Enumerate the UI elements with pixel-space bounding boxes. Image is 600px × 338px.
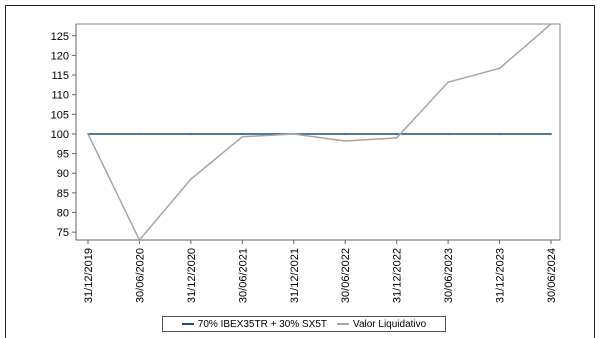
data-point-0-3 [241, 133, 244, 135]
series-line-1 [87, 23, 552, 242]
data-point-1-8 [498, 67, 501, 70]
data-point-1-7 [447, 81, 449, 83]
data-point-0-7 [447, 133, 449, 135]
legend-swatch-fund [337, 323, 350, 325]
data-point-1-2 [190, 178, 192, 180]
data-point-0-5 [344, 133, 347, 135]
data-point-1-1 [138, 239, 141, 241]
data-point-1-4 [292, 133, 295, 135]
x-tick-label-3: 30/06/2021 [237, 248, 249, 303]
x-tick-label-4: 31/12/2021 [289, 248, 301, 303]
legend-item-benchmark: 70% IBEX35TR + 30% SX5T [181, 318, 328, 330]
y-tick-label-125: 125 [51, 31, 69, 43]
data-point-0-1 [138, 133, 141, 135]
chart-frame [5, 5, 595, 338]
y-tick-label-105: 105 [51, 109, 69, 121]
y-tick-label-115: 115 [51, 70, 69, 82]
x-tick-label-5: 30/06/2022 [340, 248, 352, 303]
data-point-1-9 [550, 23, 552, 25]
data-point-1-5 [344, 140, 347, 142]
legend-label-fund: Valor Liquidativo [353, 318, 427, 330]
legend-label-benchmark: 70% IBEX35TR + 30% SX5T [197, 318, 328, 330]
legend-item-fund: Valor Liquidativo [337, 319, 426, 330]
y-tick-label-100: 100 [51, 129, 69, 141]
x-tick-label-6: 31/12/2022 [392, 248, 404, 303]
y-tick-label-90: 90 [57, 168, 69, 180]
legend: 70% IBEX35TR + 30% SX5T Valor Liquidativ… [162, 316, 446, 332]
legend-swatch-benchmark [181, 323, 194, 325]
x-tick-label-7: 30/06/2023 [443, 248, 455, 303]
data-point-1-0 [87, 133, 89, 135]
series-layer [87, 23, 552, 242]
y-axis: 75 80 85 90 95 100 105 110 115 120 125 [51, 24, 77, 240]
y-tick-label-80: 80 [57, 208, 69, 220]
x-axis: 31/12/2019 30/06/2020 31/12/2020 30/06/2021… [76, 239, 560, 303]
data-point-0-2 [190, 133, 192, 135]
plot-area [75, 23, 561, 241]
data-point-0-9 [550, 133, 552, 135]
x-tick-label-9: 30/06/2024 [546, 248, 558, 303]
x-tick-label-1: 30/06/2020 [134, 248, 146, 303]
data-point-0-6 [395, 133, 398, 135]
x-tick-label-0: 31/12/2019 [83, 248, 95, 303]
data-point-0-8 [498, 133, 501, 135]
y-tick-label-75: 75 [57, 227, 69, 239]
y-tick-label-95: 95 [57, 149, 69, 161]
x-tick-label-2: 31/12/2020 [186, 248, 198, 303]
data-point-1-3 [241, 135, 244, 138]
data-point-1-6 [395, 137, 398, 139]
y-tick-label-85: 85 [57, 188, 69, 200]
y-tick-label-120: 120 [51, 50, 69, 62]
x-tick-label-8: 31/12/2023 [495, 248, 507, 303]
y-tick-label-110: 110 [51, 90, 69, 102]
